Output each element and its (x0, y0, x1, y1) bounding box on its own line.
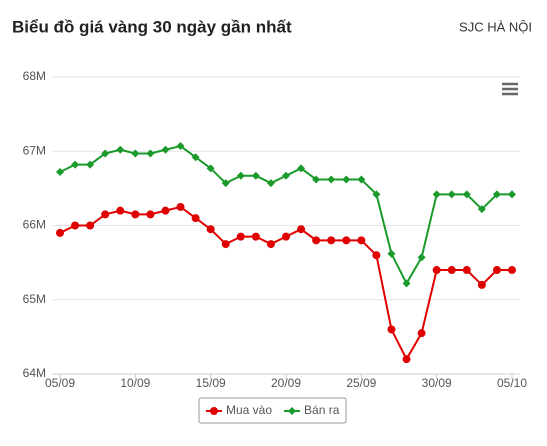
point (372, 251, 381, 260)
x-tick-label: 05/10 (497, 376, 527, 390)
point (432, 190, 441, 199)
point (402, 279, 411, 288)
legend-item[interactable]: Bán ra (284, 403, 340, 417)
point (210, 407, 218, 415)
point (71, 160, 80, 169)
point (492, 266, 501, 275)
point (146, 149, 155, 158)
point (288, 407, 297, 415)
point (236, 171, 245, 180)
point (251, 171, 260, 180)
point (508, 266, 516, 275)
point (176, 142, 185, 151)
point (146, 210, 155, 219)
point (176, 202, 185, 211)
point (86, 160, 95, 169)
point (492, 190, 501, 199)
point (417, 253, 426, 262)
menu-button[interactable] (500, 80, 520, 98)
point (116, 206, 125, 215)
point (56, 168, 64, 177)
point (387, 249, 396, 258)
point (327, 175, 336, 184)
point (116, 145, 125, 154)
point (462, 190, 471, 199)
point (342, 175, 351, 184)
point (266, 240, 275, 249)
point (131, 149, 140, 158)
point (477, 205, 486, 214)
y-tick-label: 66M (23, 218, 46, 232)
point (417, 329, 426, 338)
point (221, 179, 230, 188)
point (357, 236, 366, 245)
point (282, 171, 290, 180)
point (342, 236, 351, 245)
point (236, 232, 245, 241)
x-tick-label: 30/09 (422, 376, 452, 390)
x-tick-label: 20/09 (271, 376, 301, 390)
y-tick-label: 65M (23, 292, 46, 306)
point (191, 214, 200, 223)
point (447, 190, 456, 199)
point (161, 206, 170, 215)
legend: Mua vào Bán ra (198, 397, 347, 424)
point (327, 236, 336, 245)
point (447, 266, 456, 275)
point (251, 232, 260, 241)
point (206, 164, 215, 173)
legend-box (198, 397, 347, 424)
y-tick-label: 68M (23, 69, 46, 83)
y-tick-label: 64M (23, 366, 46, 380)
chart-title: Biểu đồ giá vàng 30 ngày gần nhất (12, 17, 292, 36)
point (312, 236, 321, 245)
point (432, 266, 441, 275)
point (372, 190, 381, 199)
point (86, 221, 95, 230)
legend-label: Bán ra (304, 403, 340, 417)
point (297, 225, 306, 234)
x-tick-label: 05/09 (45, 376, 75, 390)
point (387, 325, 396, 334)
point (462, 266, 471, 275)
point (266, 179, 275, 188)
series-line (59, 144, 512, 286)
legend-item[interactable]: Mua vào (206, 403, 272, 417)
x-tick-label: 10/09 (120, 376, 150, 390)
y-tick-label: 67M (23, 143, 46, 157)
point (508, 190, 516, 199)
point (297, 164, 306, 173)
point (101, 149, 110, 158)
point (161, 145, 170, 154)
chart-subtitle: SJC HÀ NỘI (459, 19, 532, 34)
point (312, 175, 321, 184)
point (477, 280, 486, 289)
point (206, 225, 215, 234)
point (71, 221, 80, 230)
point (282, 232, 290, 241)
point (357, 175, 366, 184)
legend-label: Mua vào (226, 403, 272, 417)
point (131, 210, 140, 219)
series-line (59, 205, 512, 362)
point (101, 210, 110, 219)
point (402, 355, 411, 364)
x-tick-label: 15/09 (196, 376, 226, 390)
point (56, 228, 64, 237)
point (221, 240, 230, 249)
x-tick-label: 25/09 (346, 376, 376, 390)
point (191, 153, 200, 162)
